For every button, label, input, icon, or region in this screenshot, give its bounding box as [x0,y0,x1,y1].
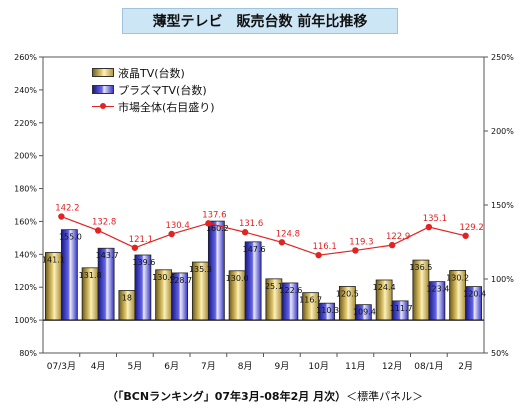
y-right-tick-label: 250% [491,53,514,62]
bar-plasma-label: 123.4 [426,285,449,294]
legend-item-plasma: プラズマTV(台数) [92,81,215,98]
y-left-tick-label: 80% [19,349,37,358]
x-tick-label: 2月 [458,361,473,372]
line-market [61,215,466,256]
bar-lcd-label: 131.8 [79,271,102,280]
y-left-tick-label: 220% [14,119,37,128]
point-market [388,241,396,249]
bar-plasma-label: 143.7 [96,251,119,260]
point-market-label: 121.1 [129,235,153,245]
bar-lcd-label: 130.0 [226,274,249,283]
x-tick-label: 12月 [382,361,402,372]
legend-label-plasma: プラズマTV(台数) [118,83,207,97]
bar-lcd-label: 136.5 [409,263,432,272]
point-market [58,213,65,220]
point-market-label: 124.8 [276,229,300,239]
point-market-label: 142.2 [55,204,79,214]
point-market-label: 116.1 [312,242,336,252]
legend: 液晶TV(台数) プラズマTV(台数) 市場全体(右目盛り) [92,64,215,115]
point-market-label: 137.6 [202,210,226,220]
y-left-tick-label: 200% [14,152,37,161]
x-tick-label: 6月 [164,361,179,372]
bar-lcd-label: 141.1 [42,256,65,265]
y-left-tick-label: 180% [14,185,37,194]
point-market-label: 129.2 [459,223,483,233]
point-market-label: 135.1 [423,214,447,224]
point-market-label: 131.6 [239,219,263,229]
bar-plasma-label: 155.0 [59,233,82,242]
bar-lcd-label: 130.2 [446,273,469,282]
bar-plasma-label: 160.2 [206,224,229,233]
chart-title: 薄型テレビ 販売台数 前年比推移 [122,8,398,34]
point-market [131,244,139,251]
x-tick-label: 4月 [91,361,106,372]
x-tick-label: 08/1月 [414,361,443,372]
bar-plasma-label: 110.3 [316,306,339,315]
legend-item-market: 市場全体(右目盛り) [92,98,215,115]
x-tick-label: 8月 [238,361,253,372]
point-market [168,230,175,238]
point-market [241,229,249,236]
point-market [425,223,433,231]
y-left-tick-label: 120% [14,283,37,292]
bar-lcd-label: 120.5 [336,289,359,298]
bar-plasma-label: 139.6 [132,258,155,267]
bar-plasma-label: 147.6 [243,245,266,254]
y-right-tick-label: 150% [491,201,514,210]
legend-swatch-plasma [92,85,114,94]
bar-lcd-label: 135.3 [189,265,212,274]
footer-caption: （「BCNランキング」07年3月-08年2月 月次）＜標準パネル＞ [0,388,530,404]
footer-main: （「BCNランキング」07年3月-08年2月 月次） [106,390,347,403]
bar-lcd-label: 124.4 [373,283,396,292]
footer-panel: ＜標準パネル＞ [346,390,424,403]
y-left-tick-label: 240% [14,86,37,95]
bar-plasma-label: 120.4 [463,290,486,299]
point-market [205,220,212,227]
bar-plasma-label: 109.4 [353,308,376,317]
y-left-tick-label: 260% [14,53,37,62]
legend-label-lcd: 液晶TV(台数) [118,66,185,80]
y-left-tick-label: 100% [14,316,37,325]
point-market [352,247,359,254]
point-market [278,239,286,246]
legend-swatch-market [92,102,114,111]
bar-plasma [60,229,78,321]
bar-lcd-label: 116.7 [299,296,322,305]
x-tick-label: 7月 [201,361,216,372]
point-market-label: 122.9 [386,232,410,242]
y-right-tick-label: 50% [491,349,509,358]
point-market-label: 132.8 [92,217,116,227]
legend-swatch-lcd [92,68,114,77]
point-market-label: 119.3 [349,237,373,247]
bar-plasma-label: 122.6 [279,286,302,295]
legend-label-market: 市場全体(右目盛り) [118,100,215,114]
bar-lcd-label: 18 [122,294,132,303]
x-tick-label: 5月 [128,361,143,372]
bar-lcd-label: 130.6 [152,273,175,282]
x-tick-label: 07/3月 [47,361,76,372]
x-tick-label: 9月 [275,361,290,372]
bar-lcd-label: 25.1 [265,282,283,291]
point-market [94,227,102,234]
point-market [462,232,469,239]
y-left-tick-label: 140% [14,250,37,259]
bar-plasma-label: 128.7 [169,276,192,285]
point-market [315,251,322,259]
y-right-tick-label: 100% [491,275,514,284]
bar-plasma-label: 111.7 [390,304,413,313]
point-market-label: 130.4 [165,221,189,231]
x-tick-label: 11月 [345,361,365,372]
y-right-tick-label: 200% [491,127,514,136]
x-tick-label: 10月 [308,361,328,372]
legend-item-lcd: 液晶TV(台数) [92,64,215,81]
y-left-tick-label: 160% [14,217,37,226]
